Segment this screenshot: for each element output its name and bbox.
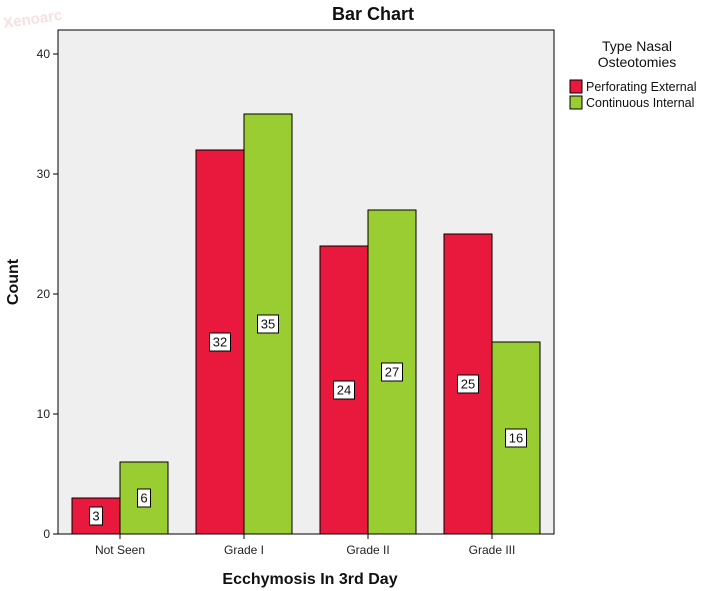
y-tick-label: 40 [37,47,51,61]
legend-title-line-1: Type Nasal [602,38,672,54]
x-axis-ticks: Not Seen Grade I Grade II Grade III [95,534,515,557]
y-axis-title: Count [5,258,22,305]
data-label: 24 [337,383,351,398]
data-label: 32 [213,335,227,350]
data-label-box [137,488,151,508]
data-label-box [89,506,103,526]
data-label: 27 [385,365,399,380]
data-label: 35 [261,317,275,332]
x-axis-title: Ecchymosis In 3rd Day [222,571,397,588]
data-label-box [505,428,527,448]
chart-title: Bar Chart [332,4,414,24]
legend-title-line-2: Osteotomies [598,54,677,70]
data-label: 16 [509,431,523,446]
data-label-box [257,314,279,334]
legend-label: Continuous Internal [586,96,694,110]
y-tick-label: 20 [37,287,51,301]
legend-label: Perforating External [586,80,696,94]
watermark: Xenoarc [2,7,63,32]
data-label-box [209,332,231,352]
data-label: 25 [461,377,475,392]
data-label: 3 [92,509,99,524]
legend-swatch [569,79,583,94]
data-label-box [457,374,479,394]
y-tick-label: 10 [37,407,51,421]
legend-swatch [569,95,583,110]
x-tick-label: Grade II [346,543,389,557]
x-tick-label: Not Seen [95,543,145,557]
data-label-box [381,362,403,382]
y-tick-label: 30 [37,167,51,181]
y-tick-label: 0 [43,527,50,541]
data-label: 6 [140,491,147,506]
bar-continuous-internal [119,461,169,535]
data-labels-group: 3 6 32 35 24 27 25 16 [89,314,527,526]
bar-continuous-internal [243,113,293,535]
x-tick-label: Grade III [469,543,516,557]
y-axis-ticks: 0 10 20 30 40 [37,47,58,541]
data-label-box [333,380,355,400]
legend: Type Nasal Osteotomies Perforating Exter… [569,38,696,110]
x-tick-label: Grade I [224,543,264,557]
